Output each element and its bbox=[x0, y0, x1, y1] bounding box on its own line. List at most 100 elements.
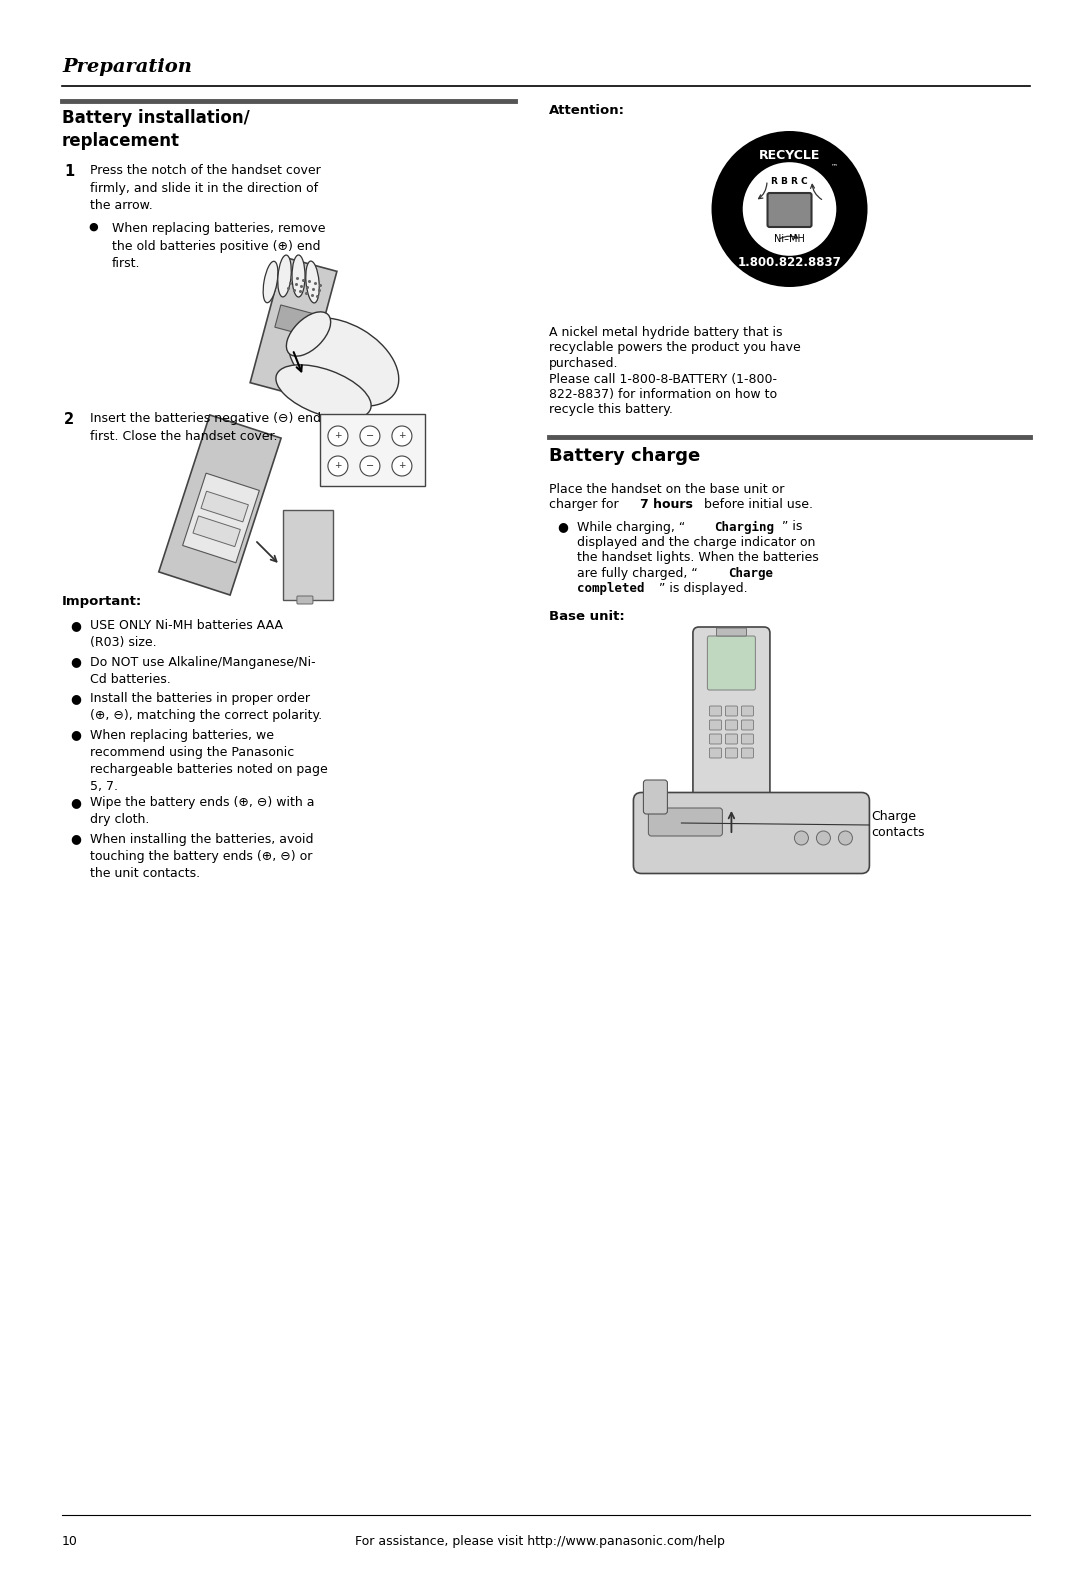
FancyBboxPatch shape bbox=[644, 780, 667, 813]
Text: ●: ● bbox=[70, 832, 81, 846]
Text: Install the batteries in proper order
(⊕, ⊖), matching the correct polarity.: Install the batteries in proper order (⊕… bbox=[90, 692, 322, 722]
FancyBboxPatch shape bbox=[634, 793, 869, 873]
FancyBboxPatch shape bbox=[648, 809, 723, 835]
Text: Please call 1-800-8-BATTERY (1-800-: Please call 1-800-8-BATTERY (1-800- bbox=[549, 372, 777, 386]
Text: are fully charged, “: are fully charged, “ bbox=[577, 567, 698, 579]
Text: Press the notch of the handset cover
firmly, and slide it in the direction of
th: Press the notch of the handset cover fir… bbox=[90, 163, 321, 212]
FancyBboxPatch shape bbox=[726, 721, 738, 730]
FancyBboxPatch shape bbox=[710, 735, 721, 744]
Circle shape bbox=[360, 425, 380, 446]
FancyBboxPatch shape bbox=[693, 626, 770, 820]
Text: Charge: Charge bbox=[728, 567, 773, 579]
Text: Charging: Charging bbox=[714, 521, 774, 534]
Text: For assistance, please visit http://www.panasonic.com/help: For assistance, please visit http://www.… bbox=[355, 1535, 725, 1548]
Text: Important:: Important: bbox=[62, 595, 143, 608]
Text: When replacing batteries, remove
the old batteries positive (⊕) end
first.: When replacing batteries, remove the old… bbox=[112, 221, 325, 270]
Text: Do NOT use Alkaline/Manganese/Ni-
Cd batteries.: Do NOT use Alkaline/Manganese/Ni- Cd bat… bbox=[90, 656, 315, 686]
Text: 10: 10 bbox=[62, 1535, 78, 1548]
Circle shape bbox=[743, 162, 836, 256]
Text: 2: 2 bbox=[64, 411, 75, 427]
Text: ●: ● bbox=[70, 728, 81, 741]
Text: before initial use.: before initial use. bbox=[700, 499, 813, 512]
Text: While charging, “: While charging, “ bbox=[577, 521, 686, 534]
Text: recyclable powers the product you have: recyclable powers the product you have bbox=[549, 342, 800, 355]
Text: ●: ● bbox=[87, 221, 98, 232]
Ellipse shape bbox=[286, 312, 330, 356]
Text: USE ONLY Ni-MH batteries AAA
(R03) size.: USE ONLY Ni-MH batteries AAA (R03) size. bbox=[90, 619, 283, 650]
Text: 1.800.822.8837: 1.800.822.8837 bbox=[738, 256, 841, 268]
Text: purchased.: purchased. bbox=[549, 356, 619, 371]
Text: When replacing batteries, we
recommend using the Panasonic
rechargeable batterie: When replacing batteries, we recommend u… bbox=[90, 728, 327, 793]
FancyBboxPatch shape bbox=[726, 706, 738, 716]
Polygon shape bbox=[159, 414, 281, 595]
FancyBboxPatch shape bbox=[320, 414, 424, 487]
Circle shape bbox=[328, 425, 348, 446]
Text: charger for: charger for bbox=[549, 499, 623, 512]
Ellipse shape bbox=[288, 317, 399, 407]
Text: Battery installation/: Battery installation/ bbox=[62, 108, 249, 127]
FancyBboxPatch shape bbox=[716, 628, 746, 636]
Text: A nickel metal hydride battery that is: A nickel metal hydride battery that is bbox=[549, 327, 783, 339]
Text: 7 hours: 7 hours bbox=[640, 499, 693, 512]
FancyBboxPatch shape bbox=[726, 747, 738, 758]
Text: Wipe the battery ends (⊕, ⊖) with a
dry cloth.: Wipe the battery ends (⊕, ⊖) with a dry … bbox=[90, 796, 314, 826]
FancyBboxPatch shape bbox=[726, 735, 738, 744]
Text: displayed and the charge indicator on: displayed and the charge indicator on bbox=[577, 535, 815, 549]
Circle shape bbox=[392, 425, 411, 446]
Text: ™: ™ bbox=[832, 163, 838, 170]
Ellipse shape bbox=[278, 254, 292, 297]
Polygon shape bbox=[283, 510, 333, 600]
Text: R B R C: R B R C bbox=[771, 177, 808, 187]
Text: When installing the batteries, avoid
touching the battery ends (⊕, ⊖) or
the uni: When installing the batteries, avoid tou… bbox=[90, 832, 313, 879]
Text: replacement: replacement bbox=[62, 132, 180, 151]
FancyBboxPatch shape bbox=[742, 706, 754, 716]
FancyBboxPatch shape bbox=[710, 706, 721, 716]
Text: RECYCLE: RECYCLE bbox=[759, 149, 820, 162]
Text: Place the handset on the base unit or: Place the handset on the base unit or bbox=[549, 484, 784, 496]
Text: completed: completed bbox=[577, 582, 645, 595]
FancyBboxPatch shape bbox=[768, 193, 811, 228]
Text: Charge
contacts: Charge contacts bbox=[872, 810, 924, 840]
Text: −: − bbox=[366, 432, 374, 441]
Text: Insert the batteries negative (⊖) end
first. Close the handset cover.: Insert the batteries negative (⊖) end fi… bbox=[90, 411, 321, 443]
Text: ●: ● bbox=[70, 619, 81, 633]
Circle shape bbox=[795, 831, 809, 845]
Text: Preparation: Preparation bbox=[62, 58, 192, 75]
Text: ●: ● bbox=[70, 796, 81, 809]
Text: +: + bbox=[334, 462, 341, 471]
Text: 1: 1 bbox=[64, 163, 75, 179]
Ellipse shape bbox=[292, 254, 305, 297]
Polygon shape bbox=[201, 491, 248, 521]
Text: recycle this battery.: recycle this battery. bbox=[549, 403, 673, 416]
Circle shape bbox=[712, 130, 867, 287]
Text: ” is displayed.: ” is displayed. bbox=[659, 582, 747, 595]
Polygon shape bbox=[251, 257, 337, 397]
Text: ●: ● bbox=[70, 692, 81, 705]
Text: +: + bbox=[334, 432, 341, 441]
Text: ●: ● bbox=[557, 521, 568, 534]
Text: ” is: ” is bbox=[782, 521, 802, 534]
FancyBboxPatch shape bbox=[742, 747, 754, 758]
Circle shape bbox=[328, 455, 348, 476]
Circle shape bbox=[838, 831, 852, 845]
Text: Ni–MH: Ni–MH bbox=[774, 234, 805, 243]
Text: the handset lights. When the batteries: the handset lights. When the batteries bbox=[577, 551, 819, 565]
Text: +: + bbox=[399, 462, 406, 471]
Text: Battery charge: Battery charge bbox=[549, 447, 700, 465]
Circle shape bbox=[360, 455, 380, 476]
Text: 822-8837) for information on how to: 822-8837) for information on how to bbox=[549, 388, 778, 400]
Ellipse shape bbox=[264, 261, 278, 303]
Text: −: − bbox=[366, 462, 374, 471]
Circle shape bbox=[816, 831, 831, 845]
Text: Attention:: Attention: bbox=[549, 104, 625, 118]
FancyBboxPatch shape bbox=[710, 721, 721, 730]
Text: Base unit:: Base unit: bbox=[549, 611, 625, 623]
Polygon shape bbox=[183, 473, 259, 562]
FancyBboxPatch shape bbox=[710, 747, 721, 758]
FancyBboxPatch shape bbox=[742, 735, 754, 744]
Polygon shape bbox=[193, 517, 241, 546]
FancyBboxPatch shape bbox=[707, 636, 755, 689]
Text: ●: ● bbox=[70, 656, 81, 669]
Ellipse shape bbox=[306, 261, 320, 303]
FancyBboxPatch shape bbox=[742, 721, 754, 730]
